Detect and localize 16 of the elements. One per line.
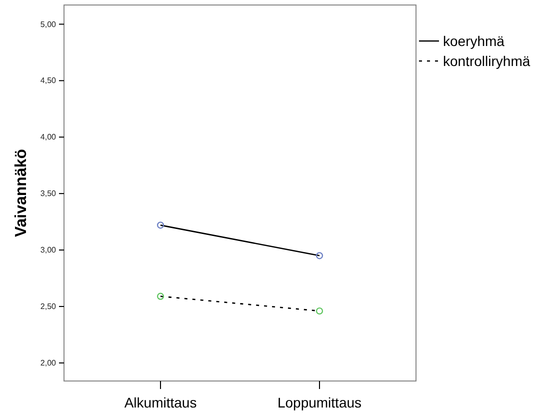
legend-label: kontrolliryhmä [443, 53, 530, 69]
y-tick-label: 3,00 [40, 246, 57, 255]
y-axis-title: Vaivannäkö [13, 148, 30, 238]
x-tick-label: Loppumittaus [277, 394, 362, 410]
y-tick-label: 2,50 [40, 302, 57, 312]
y-tick-label: 5,00 [40, 20, 57, 29]
y-tick-label: 3,50 [40, 189, 57, 198]
point [156, 222, 164, 229]
point [316, 252, 324, 260]
point [316, 307, 324, 315]
y-tick-label: 4,00 [40, 132, 57, 142]
legend-label: koeryhmä [443, 33, 505, 49]
y-tick-label: 2,00 [40, 358, 57, 368]
y-tick-label: 4,50 [40, 76, 57, 86]
point [156, 292, 164, 300]
x-tick-label: Alkumittaus [124, 394, 197, 410]
